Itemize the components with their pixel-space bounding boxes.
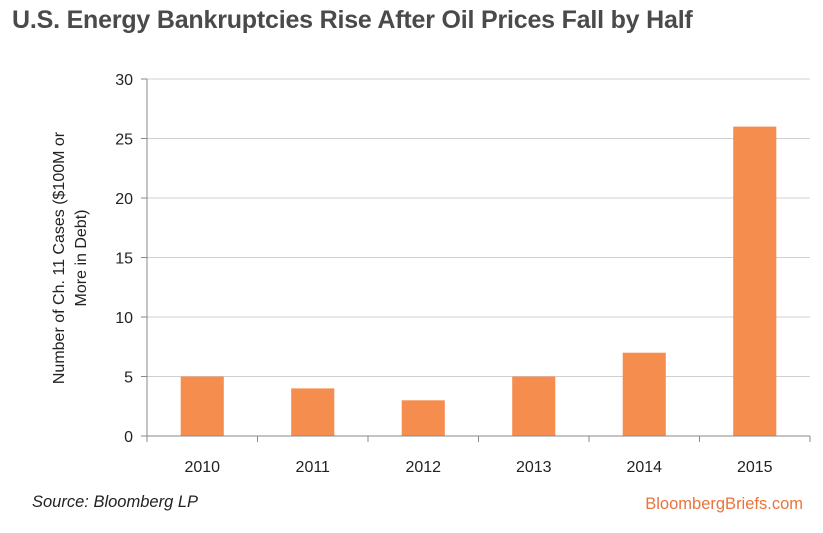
y-tick-label: 5	[124, 370, 133, 387]
bars	[180, 126, 777, 436]
y-tick-label: 0	[124, 429, 133, 446]
y-axis-label-line-1: Number of Ch. 11 Cases ($100M or	[51, 131, 68, 384]
y-tick-label: 10	[115, 310, 133, 327]
x-tick-label: 2013	[516, 459, 552, 476]
chart-title: U.S. Energy Bankruptcies Rise After Oil …	[12, 6, 693, 34]
bar-2011	[291, 388, 335, 436]
bar-2012	[401, 400, 445, 436]
y-axis-label-line-2: More in Debt)	[73, 210, 90, 307]
source-note: Source: Bloomberg LP	[32, 493, 199, 511]
y-tick-label: 15	[115, 251, 133, 268]
x-tick-labels: 2010 2011 2012 2013 2014 2015	[184, 459, 772, 476]
y-tick-labels: 0 5 10 15 20 25 30	[115, 72, 133, 446]
x-tick-label: 2012	[405, 459, 441, 476]
y-tick-label: 30	[115, 72, 133, 89]
bar-2013	[512, 376, 556, 436]
bar-2014	[622, 352, 666, 436]
bar-2015	[733, 126, 777, 436]
y-tick-label: 20	[115, 191, 133, 208]
brand-link[interactable]: BloombergBriefs.com	[645, 495, 803, 513]
x-tick-label: 2010	[184, 459, 220, 476]
gridlines	[147, 78, 810, 377]
axes	[141, 78, 811, 442]
x-tick-label: 2011	[296, 459, 331, 476]
bar-2010	[180, 376, 224, 436]
y-tick-label: 25	[115, 132, 133, 149]
x-tick-label: 2015	[737, 459, 773, 476]
x-tick-label: 2014	[626, 459, 662, 476]
